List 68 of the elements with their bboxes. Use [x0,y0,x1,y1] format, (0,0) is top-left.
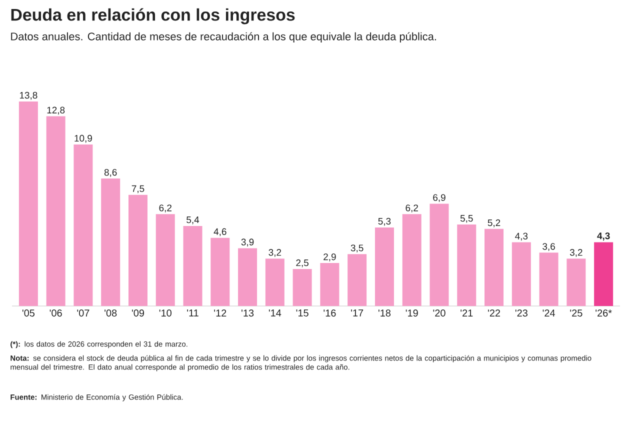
x-tick-label: '26* [596,310,612,317]
bar [320,263,340,306]
bar [210,238,230,306]
x-tick-label: '05 [22,310,35,317]
data-label: 3,9 [241,238,254,246]
bar [238,248,258,306]
bar [101,178,120,306]
x-tick-label: '14 [268,310,282,316]
chart-subtitle: Datos anuales. Cantidad de meses de recaudación a los que equivale la deuda pública. [11,32,436,43]
data-label: 7,5 [132,185,144,194]
bar [348,254,367,306]
data-label: 8,6 [104,169,117,177]
data-label: 4,3 [597,232,610,241]
bar [594,242,614,306]
x-tick-label: '10 [159,310,172,317]
data-label: 6,9 [433,194,446,202]
x-tick-label: '18 [378,310,391,317]
x-tick-label: '22 [488,310,500,316]
x-tick-label: '08 [104,310,117,317]
data-label: 5,3 [378,218,391,226]
bar [265,258,284,306]
x-tick-label: '09 [132,310,144,317]
bar [566,258,586,306]
bar [46,116,66,306]
x-tick-label: '23 [515,310,528,317]
data-label: 12,8 [47,106,65,115]
x-tick-label: '11 [187,310,198,316]
bar [74,144,93,306]
bar [430,204,449,306]
data-label: 6,2 [159,204,172,212]
x-tick-label: '24 [542,310,555,316]
x-tick-label: '19 [406,310,418,317]
data-label: 5,5 [460,215,473,223]
x-tick-label: '17 [351,310,364,316]
bar [292,268,312,306]
data-label: 6,2 [406,204,418,212]
bar [512,242,531,306]
x-tick-label: '21 [460,310,473,316]
data-label: 2,5 [296,259,308,268]
data-label: 5,2 [488,219,500,228]
bar [539,252,558,306]
bar [18,101,38,306]
data-label: 3,6 [542,243,555,251]
x-tick-label: '07 [77,310,90,317]
x-tick-label: '13 [242,310,254,317]
bar [374,227,394,306]
bar [128,194,148,306]
x-tick-label: '20 [433,310,446,317]
bar [156,214,175,306]
data-label: 4,6 [214,228,226,236]
data-label: 3,5 [350,244,364,252]
x-tick-label: '12 [214,310,226,316]
x-tick-label: '25 [570,310,582,317]
bar [457,224,476,306]
data-label: 4,3 [515,232,528,241]
data-label: 3,2 [570,249,582,257]
data-label: 13,8 [20,92,38,100]
data-label: 2,9 [324,253,336,262]
x-tick-label: '06 [50,310,62,317]
data-label: 5,4 [186,216,200,224]
bar [183,226,202,306]
bar [484,228,504,306]
x-tick-label: '15 [296,310,308,316]
data-label: 10,9 [74,134,92,143]
bar [402,214,422,306]
x-tick-label: '16 [324,310,336,317]
data-label: 3,2 [268,249,282,257]
chart-title: Deuda en relación con los ingresos [11,8,295,24]
